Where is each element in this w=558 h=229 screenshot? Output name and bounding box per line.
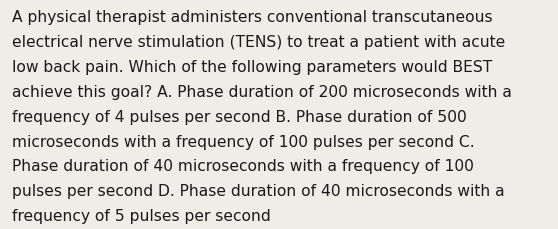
Text: frequency of 5 pulses per second: frequency of 5 pulses per second bbox=[12, 208, 271, 223]
Text: achieve this goal? A. Phase duration of 200 microseconds with a: achieve this goal? A. Phase duration of … bbox=[12, 85, 512, 99]
Text: A physical therapist administers conventional transcutaneous: A physical therapist administers convent… bbox=[12, 10, 493, 25]
Text: electrical nerve stimulation (TENS) to treat a patient with acute: electrical nerve stimulation (TENS) to t… bbox=[12, 35, 506, 50]
Text: low back pain. Which of the following parameters would BEST: low back pain. Which of the following pa… bbox=[12, 60, 493, 75]
Text: pulses per second D. Phase duration of 40 microseconds with a: pulses per second D. Phase duration of 4… bbox=[12, 183, 505, 198]
Text: microseconds with a frequency of 100 pulses per second C.: microseconds with a frequency of 100 pul… bbox=[12, 134, 475, 149]
Text: Phase duration of 40 microseconds with a frequency of 100: Phase duration of 40 microseconds with a… bbox=[12, 159, 474, 174]
Text: frequency of 4 pulses per second B. Phase duration of 500: frequency of 4 pulses per second B. Phas… bbox=[12, 109, 467, 124]
